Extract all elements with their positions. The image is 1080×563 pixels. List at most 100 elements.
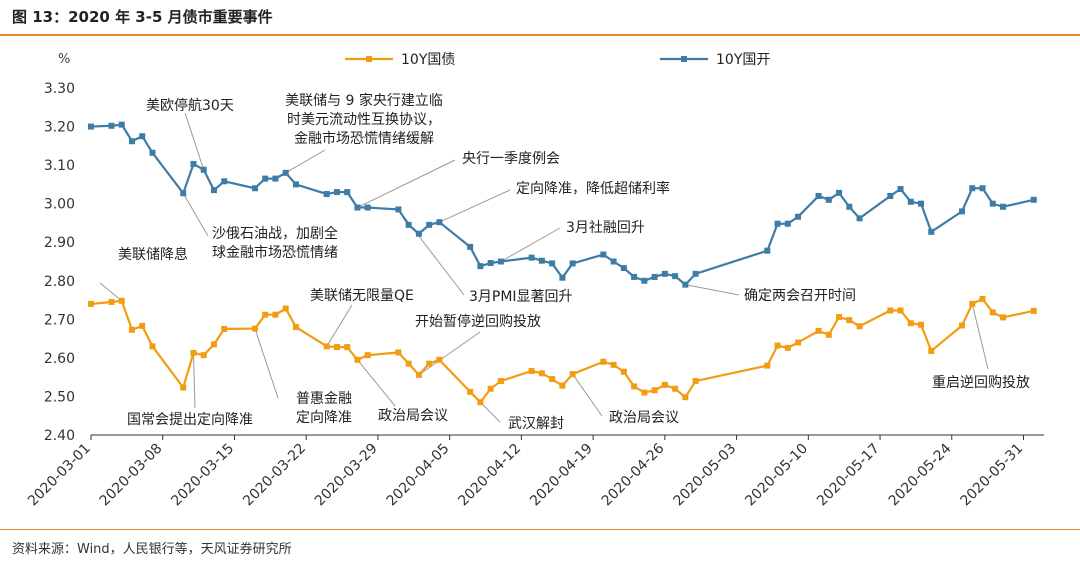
data-point	[795, 213, 802, 220]
x-tick-label: 2020-04-12	[455, 441, 524, 510]
data-point	[415, 230, 422, 237]
x-tick-label: 2020-03-08	[97, 441, 166, 510]
data-point	[538, 257, 545, 264]
data-point	[1000, 314, 1007, 321]
y-tick-label: 3.20	[44, 120, 75, 136]
annotation-leader	[685, 284, 740, 296]
data-point	[190, 349, 197, 356]
data-point	[784, 344, 791, 351]
annotation-leader	[192, 352, 196, 409]
data-point	[979, 295, 986, 302]
data-point	[395, 349, 402, 356]
data-point	[692, 270, 699, 277]
data-point	[128, 138, 135, 145]
data-point	[651, 387, 658, 394]
data-point	[784, 220, 791, 227]
data-point	[549, 376, 556, 383]
annotation-label: 美联储无限量QE	[310, 288, 414, 304]
annotation-label: 普惠金融	[296, 391, 352, 407]
data-point	[846, 203, 853, 210]
x-tick-label: 2020-03-01	[25, 441, 94, 510]
annotation-leader	[254, 328, 279, 399]
data-point	[774, 220, 781, 227]
data-point	[180, 384, 187, 391]
annotation-leader	[326, 304, 353, 347]
data-point	[323, 343, 330, 350]
annotation-label: 3月社融回升	[566, 220, 645, 236]
data-point	[825, 331, 832, 338]
data-point	[856, 323, 863, 330]
data-point	[497, 258, 504, 265]
data-point	[661, 381, 668, 388]
annotation-leader	[357, 159, 456, 208]
axes	[90, 434, 1044, 440]
y-tick-label: 2.50	[44, 389, 75, 405]
data-point	[200, 352, 207, 359]
x-tick-label: 2020-03-15	[168, 441, 237, 510]
data-point	[600, 358, 607, 365]
data-point	[210, 187, 217, 194]
data-point	[364, 352, 371, 359]
legend-label: 10Y国债	[401, 52, 455, 68]
data-point	[672, 385, 679, 392]
data-point	[1030, 196, 1037, 203]
data-point	[815, 327, 822, 334]
data-point	[497, 378, 504, 385]
data-point	[200, 166, 207, 173]
y-axis-unit: %	[58, 52, 70, 67]
legend-label: 10Y国开	[716, 52, 770, 68]
x-tick-label: 2020-04-26	[599, 440, 668, 509]
data-point	[692, 378, 699, 385]
annotation-label: 开始暂停逆回购投放	[415, 313, 541, 330]
data-point	[354, 204, 361, 211]
annotation-label: 重启逆回购投放	[932, 375, 1030, 391]
data-point	[262, 175, 269, 182]
data-point	[989, 200, 996, 207]
data-point	[292, 324, 299, 331]
data-point	[764, 362, 771, 369]
x-tick-label: 2020-05-24	[886, 440, 955, 509]
data-point	[856, 215, 863, 222]
data-point	[426, 360, 433, 367]
data-point	[467, 243, 474, 250]
y-tick-label: 3.10	[44, 158, 75, 174]
data-point	[1030, 307, 1037, 314]
data-point	[282, 305, 289, 312]
annotation-leader	[480, 401, 501, 423]
data-point	[272, 175, 279, 182]
data-point	[907, 198, 914, 205]
data-point	[887, 192, 894, 199]
data-point	[682, 394, 689, 401]
data-point	[180, 190, 187, 197]
x-tick-label: 2020-03-29	[312, 441, 381, 510]
annotation-label: 金融市场恐慌情绪缓解	[294, 130, 434, 147]
data-point	[354, 356, 361, 363]
y-tick-label: 3.30	[44, 81, 75, 97]
annotation-leader	[184, 112, 205, 170]
data-point	[477, 263, 484, 270]
annotation-label: 球金融市场恐慌情绪	[212, 244, 338, 261]
data-point	[251, 325, 258, 332]
data-point	[323, 191, 330, 198]
x-tick-label: 2020-04-05	[384, 441, 453, 510]
data-point	[395, 206, 402, 213]
data-point	[907, 320, 914, 327]
data-point	[405, 221, 412, 228]
data-point	[405, 360, 412, 367]
data-point	[969, 185, 976, 192]
data-point	[610, 258, 617, 265]
data-point	[887, 307, 894, 314]
data-point	[846, 317, 853, 324]
x-tick-label: 2020-03-22	[240, 441, 309, 510]
y-tick-label: 2.40	[44, 428, 75, 444]
legend-swatch-marker	[681, 56, 687, 62]
data-point	[538, 370, 545, 377]
data-point	[333, 344, 340, 351]
data-point	[528, 367, 535, 374]
data-point	[118, 297, 125, 304]
data-point	[221, 178, 228, 185]
y-tick-label: 2.90	[44, 235, 75, 251]
page-title: 图 13：2020 年 3-5 月债市重要事件	[12, 8, 273, 26]
data-point	[108, 122, 115, 129]
data-point	[764, 247, 771, 254]
